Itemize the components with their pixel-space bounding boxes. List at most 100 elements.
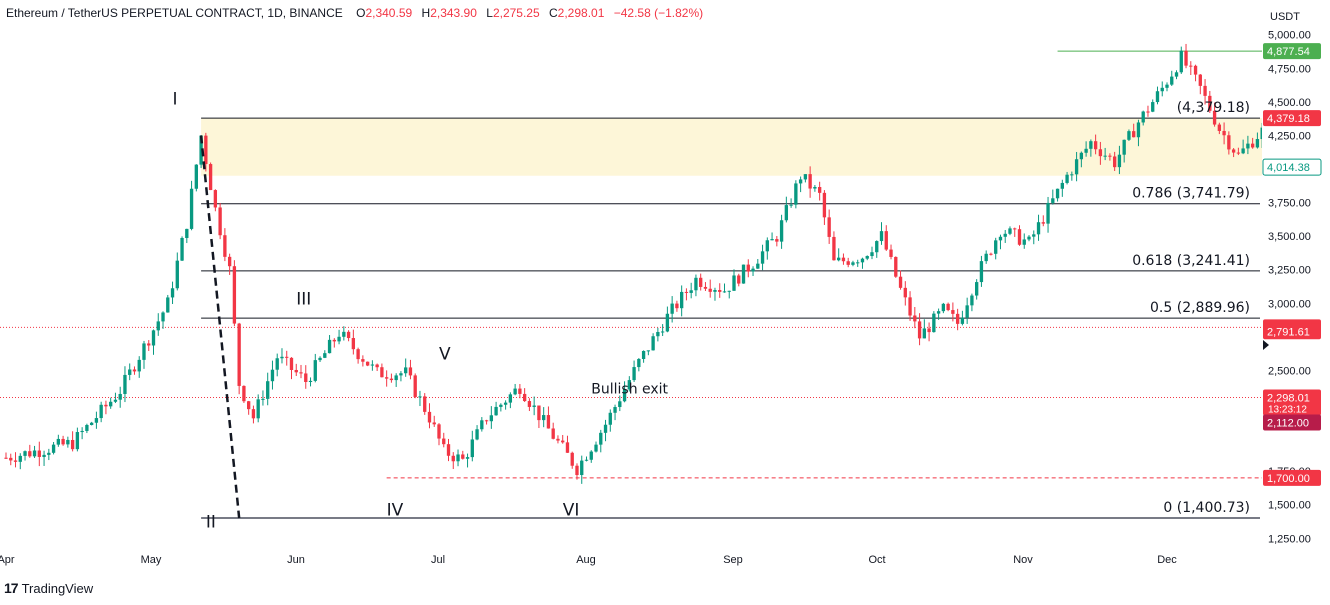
candle-body [651,336,655,351]
price-axis[interactable]: USDT 5,000.00 4,750.00 4,500.00 4,250.00 3,75… [1262,0,1330,605]
candle-body [518,388,522,394]
candle-body [951,310,955,314]
candle-body [946,303,950,311]
candle-body [451,455,455,462]
price-badge [1263,43,1321,60]
tradingview-watermark[interactable]: 17 TradingView [4,580,93,596]
candle-body [713,290,717,292]
candle-body [1236,152,1241,154]
candle-body [594,444,598,452]
candle-body [299,372,303,374]
candle-body [413,375,417,397]
fib-level-label: 0.5 (2,889.96) [1150,300,1250,316]
candle-body [561,440,565,443]
candle-body [751,268,755,272]
price-badge-text: 4,379.18 [1267,113,1310,125]
price-badge-text: 4,014.38 [1267,162,1310,174]
candle-body [1189,65,1193,67]
x-tick-label: Dec [1157,554,1177,566]
candle-body [1179,50,1183,73]
candle-body [1193,65,1198,75]
candle-body [941,303,946,312]
candle-body [380,367,384,378]
candle-body [1246,143,1250,149]
candle-body [128,369,132,375]
candle-body [913,315,917,322]
candle-body [1160,87,1164,92]
candle-body [670,303,674,314]
candle-body [232,266,237,324]
countdown-text: 13:23:12 [1268,405,1307,416]
candle-body [703,286,708,289]
candle-body [1165,84,1169,88]
candle-body [442,438,446,445]
y-tick-label: 5,000.00 [1268,30,1311,42]
candle-body [475,429,479,440]
candle-body [375,364,379,368]
tradingview-text: TradingView [21,580,94,596]
time-axis[interactable]: Apr May Jun Jul Aug Sep Oct Nov Dec [0,554,1177,566]
candle-body [104,404,108,407]
candle-body [908,297,912,316]
y-tick-label: 4,250.00 [1268,130,1311,142]
candle-body [408,367,413,376]
candle-body [632,367,636,381]
candle-body [194,164,198,189]
candle-body [851,262,855,265]
price-badge [1262,158,1322,176]
candle-body [280,356,284,359]
candle-body [480,420,484,430]
candle-body [1055,188,1060,199]
fib-level-label: 0 (1,400.73) [1163,500,1250,516]
candle-body [1046,202,1050,224]
candle-body [618,401,622,408]
price-badge-text: 4,877.54 [1267,46,1310,58]
candle-body [346,331,351,339]
candle-body [446,444,451,456]
price-axis-bg [1262,0,1330,605]
x-tick-label: May [141,554,162,566]
candle-body [1170,76,1174,85]
candle-body [66,439,70,445]
candle-body [551,428,555,439]
candle-body [137,359,141,372]
candle-body [746,264,750,272]
price-badge [1263,323,1321,340]
candle-body [351,338,356,350]
candle-body [175,260,179,289]
candle-body [756,263,760,269]
candle-body [641,350,646,360]
candle-body [161,312,165,322]
candle-body [404,367,408,374]
candle-body [1117,154,1122,168]
candle-body [218,207,222,236]
candle-body [189,188,194,229]
candle-body [1212,110,1217,125]
candle-body [846,261,850,265]
candle-body [270,369,275,382]
candle-body [889,249,893,257]
candle-body [879,231,884,242]
open-label: O [356,6,366,20]
candle-body [841,257,846,262]
y-tick-label: 1,500.00 [1268,500,1311,512]
candle-body [1098,149,1103,157]
wave-label: V [439,345,451,365]
candle-body [365,361,370,366]
candle-body [675,303,679,309]
y-tick-label: 3,250.00 [1268,265,1311,277]
symbol-title[interactable]: Ethereum / TetherUS PERPETUAL CONTRACT, … [6,6,343,20]
x-tick-label: Oct [868,554,885,566]
candle-body [603,424,608,433]
change-value: −42.58 (−1.82%) [613,6,704,20]
supply-zone [201,118,1262,176]
bullish-exit-label: Bullish exit [591,381,668,397]
price-badge [1263,414,1321,431]
candle-body [99,404,103,419]
candle-body [80,430,84,433]
high-label: H [421,6,431,20]
candle-body [975,282,979,296]
candle-body [932,313,936,333]
candle-body [18,455,22,462]
